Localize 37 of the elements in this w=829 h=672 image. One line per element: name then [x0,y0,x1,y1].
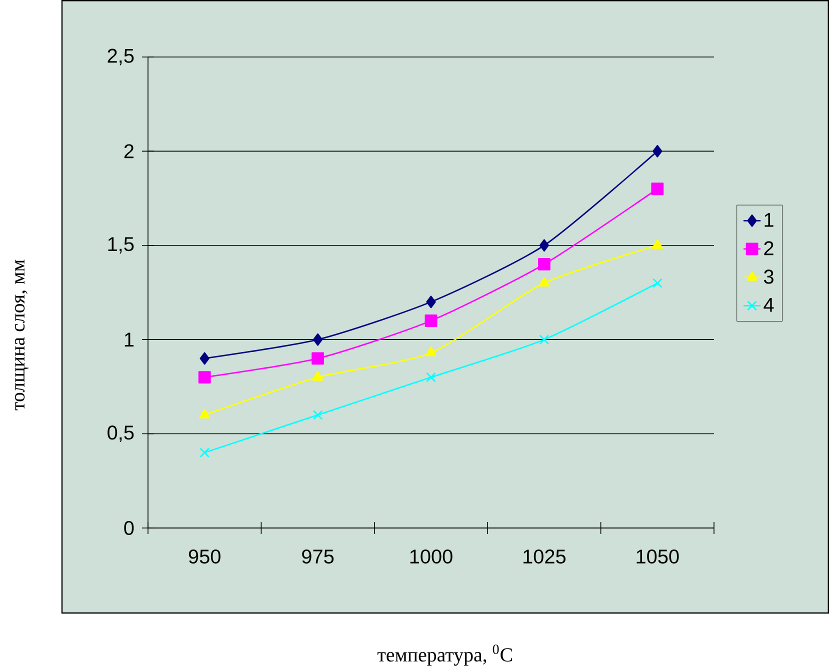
x-tick-label: 1025 [524,550,566,564]
point [312,410,323,420]
y-tick-label: 0 [124,520,134,536]
point [652,239,663,249]
legend-label: 2 [764,241,774,256]
point [312,333,323,346]
point [426,346,436,356]
point [200,448,210,458]
point [538,258,550,270]
point [312,371,324,381]
point [652,278,662,288]
x-tick-label: 950 [188,550,220,564]
y-tick-label: 1 [124,332,134,346]
y-tick-label: 2 [124,144,134,158]
x-tick-label: 1000 [410,550,452,564]
point [538,276,550,287]
point [426,296,436,308]
point [198,371,211,384]
x-axis-title: температура, $^{0}$C [378,644,512,666]
y-tick-label: 0,5 [108,426,134,442]
y-axis-title: толщина слоя, мм [15,260,29,410]
point [199,408,210,418]
x-tick-label: 975 [302,550,334,564]
legend-label: 3 [764,270,774,284]
x-tick-label: 1050 [636,550,679,564]
point [539,334,550,345]
point [426,372,436,382]
point [652,144,662,158]
legend-label: 4 [764,298,774,312]
legend-label: 1 [764,213,774,227]
point [424,314,438,327]
point [651,182,664,196]
point [200,352,210,365]
point [539,239,550,252]
point [312,352,324,365]
y-tick-label: 1,5 [108,237,134,254]
y-tick-label: 2,5 [108,48,134,66]
